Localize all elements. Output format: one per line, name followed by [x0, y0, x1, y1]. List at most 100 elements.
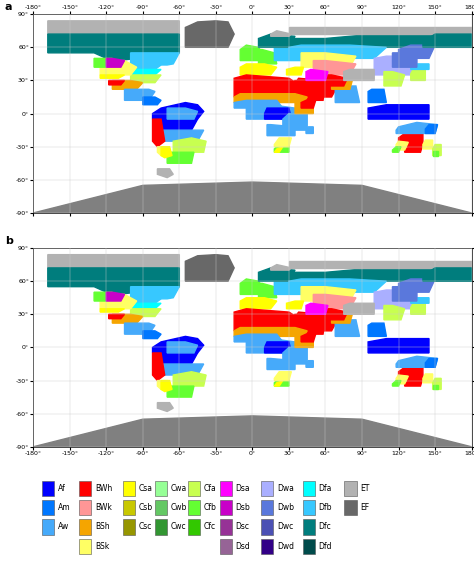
Polygon shape	[240, 45, 264, 61]
Polygon shape	[399, 367, 423, 381]
Polygon shape	[185, 21, 234, 47]
Polygon shape	[167, 152, 194, 163]
Polygon shape	[125, 89, 155, 101]
Polygon shape	[173, 371, 206, 386]
Bar	[188, 500, 200, 515]
Polygon shape	[425, 358, 438, 367]
Polygon shape	[368, 105, 429, 119]
Polygon shape	[157, 169, 173, 178]
Polygon shape	[185, 261, 234, 281]
Polygon shape	[332, 78, 352, 89]
Bar	[155, 519, 167, 534]
Polygon shape	[306, 361, 313, 367]
Polygon shape	[295, 101, 313, 114]
Polygon shape	[240, 279, 264, 294]
Polygon shape	[274, 279, 303, 294]
Text: Cwa: Cwa	[171, 484, 187, 493]
Polygon shape	[153, 336, 204, 353]
Bar	[42, 481, 54, 496]
Polygon shape	[286, 301, 303, 309]
Text: Dsd: Dsd	[235, 542, 250, 551]
Polygon shape	[423, 374, 433, 383]
Bar	[303, 500, 315, 515]
Polygon shape	[411, 64, 429, 69]
Polygon shape	[326, 309, 347, 320]
Text: Cfa: Cfa	[203, 484, 216, 493]
Text: Cwc: Cwc	[171, 523, 186, 532]
Polygon shape	[335, 86, 360, 103]
Text: Aw: Aw	[58, 523, 69, 532]
Polygon shape	[131, 75, 161, 83]
Text: Dfb: Dfb	[319, 503, 332, 512]
Bar	[261, 481, 273, 496]
Polygon shape	[125, 323, 155, 334]
Text: BSk: BSk	[95, 542, 109, 551]
Polygon shape	[313, 294, 356, 309]
Text: a: a	[5, 2, 12, 12]
Polygon shape	[433, 144, 441, 156]
Polygon shape	[332, 312, 352, 323]
Text: Dwa: Dwa	[277, 484, 294, 493]
Polygon shape	[326, 75, 347, 86]
Polygon shape	[161, 381, 172, 391]
Text: BWk: BWk	[95, 503, 112, 512]
Polygon shape	[392, 53, 417, 67]
Polygon shape	[234, 334, 283, 342]
Polygon shape	[240, 64, 277, 75]
Polygon shape	[100, 309, 125, 312]
Bar	[123, 519, 136, 534]
Text: BWh: BWh	[95, 484, 112, 493]
Polygon shape	[234, 94, 307, 103]
Polygon shape	[33, 182, 472, 213]
Polygon shape	[289, 45, 386, 59]
Polygon shape	[155, 130, 204, 141]
Polygon shape	[153, 103, 204, 119]
Bar	[303, 538, 315, 554]
Polygon shape	[335, 320, 360, 336]
Polygon shape	[295, 312, 337, 331]
Polygon shape	[295, 314, 326, 334]
Polygon shape	[155, 364, 204, 375]
Polygon shape	[112, 81, 143, 89]
Polygon shape	[301, 334, 316, 342]
Polygon shape	[48, 21, 179, 52]
Polygon shape	[274, 371, 292, 381]
Bar	[261, 519, 273, 534]
Polygon shape	[344, 69, 374, 81]
Bar	[303, 519, 315, 534]
Polygon shape	[246, 339, 295, 353]
Polygon shape	[274, 144, 289, 152]
Polygon shape	[240, 298, 277, 309]
Polygon shape	[157, 147, 170, 158]
Text: Dfc: Dfc	[319, 523, 331, 532]
Polygon shape	[234, 328, 307, 336]
Bar	[79, 500, 91, 515]
Polygon shape	[283, 114, 307, 130]
Text: Dfd: Dfd	[319, 542, 332, 551]
Polygon shape	[274, 138, 292, 147]
Polygon shape	[258, 268, 295, 281]
Bar	[219, 500, 232, 515]
Polygon shape	[264, 108, 292, 119]
Polygon shape	[267, 358, 295, 370]
Text: Csb: Csb	[139, 503, 153, 512]
Bar	[219, 519, 232, 534]
Text: Dsc: Dsc	[235, 523, 249, 532]
Polygon shape	[411, 303, 425, 314]
Polygon shape	[274, 378, 289, 386]
Bar	[42, 519, 54, 534]
Polygon shape	[131, 299, 161, 303]
Polygon shape	[258, 34, 295, 47]
Polygon shape	[423, 268, 472, 281]
Polygon shape	[306, 303, 328, 314]
Polygon shape	[344, 303, 374, 314]
Polygon shape	[411, 298, 429, 303]
Polygon shape	[399, 133, 423, 147]
Polygon shape	[258, 283, 277, 298]
Polygon shape	[433, 378, 441, 390]
Polygon shape	[368, 339, 429, 353]
Polygon shape	[131, 69, 161, 75]
Polygon shape	[143, 331, 161, 339]
Polygon shape	[301, 287, 356, 301]
Polygon shape	[433, 151, 438, 156]
